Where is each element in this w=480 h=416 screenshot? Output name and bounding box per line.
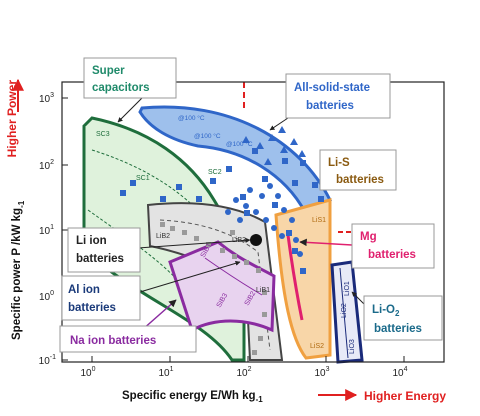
- tag-sc2: SC2: [208, 169, 222, 176]
- tag-sc1: SC1: [136, 175, 150, 182]
- y-tick-1: 102: [39, 159, 54, 172]
- al-ion-pointer: [139, 260, 241, 293]
- supercapacitor-sc3-line: [87, 209, 183, 286]
- x-tick-1: 101: [158, 366, 173, 379]
- svg-text:batteries: batteries: [306, 100, 354, 112]
- callout-li-s: Li-S batteries: [319, 149, 397, 191]
- tag-lis1: LiS1: [312, 217, 326, 224]
- na-ion-pointer: [141, 299, 177, 331]
- plot-frame: [61, 81, 445, 363]
- x-tick-marks: [91, 356, 405, 362]
- li-ion-inner-line: [159, 219, 271, 351]
- y-tick-marks: [62, 97, 68, 361]
- tag-lio3: LiO3: [349, 339, 356, 354]
- svg-text:batteries: batteries: [368, 249, 416, 261]
- tag-sc3: SC3: [96, 131, 110, 138]
- li-ion-pointer: [137, 237, 251, 249]
- y-axis-title: Specific power P /kW kg-1: [11, 200, 26, 340]
- y-tick-0: 103: [39, 92, 54, 105]
- li-o2-pointer: [351, 291, 365, 305]
- tag-temp-1: @100 °C: [178, 114, 205, 122]
- callout-mg: Mg batteries: [351, 223, 435, 269]
- higher-energy-label: Higher Energy: [364, 389, 446, 403]
- x-tick-0: 100: [80, 366, 95, 379]
- callout-al-ion: Al ion batteries: [61, 275, 141, 321]
- na-ion-inner-line: [204, 257, 263, 296]
- y-tick-4: 10-1: [39, 354, 56, 367]
- svg-text:Li-O2: Li-O2: [372, 304, 400, 318]
- svg-text:Na ion batteries: Na ion batteries: [70, 335, 156, 347]
- callout-na-ion: Na ion batteries: [59, 325, 197, 353]
- svg-text:batteries: batteries: [68, 302, 116, 314]
- svg-text:Al ion: Al ion: [68, 284, 100, 296]
- li-o2-inner-line: [339, 267, 349, 359]
- x-tick-4: 104: [392, 366, 407, 379]
- tag-lio2: LiO2: [341, 303, 348, 318]
- black-marker-dot: [250, 234, 262, 246]
- svg-text:Li-S: Li-S: [328, 157, 350, 169]
- tag-lib2: LiB2: [156, 233, 170, 240]
- x-tick-3: 103: [314, 366, 329, 379]
- y-tick-2: 101: [39, 224, 54, 237]
- tag-lib1: LiB1: [256, 287, 270, 294]
- svg-text:Li ion: Li ion: [76, 235, 107, 247]
- y-tick-3: 100: [39, 290, 54, 303]
- callout-li-ion: Li ion batteries: [67, 227, 141, 273]
- x-tick-labels: 100 101 102 103 104: [80, 366, 407, 379]
- tag-temp-2: @100 °C: [194, 132, 221, 140]
- svg-text:batteries: batteries: [374, 323, 422, 335]
- svg-text:capacitors: capacitors: [92, 82, 150, 94]
- tag-lis2: LiS2: [310, 343, 324, 350]
- mg-line: [286, 234, 304, 321]
- svg-text:Mg: Mg: [360, 231, 377, 243]
- svg-text:batteries: batteries: [76, 253, 124, 265]
- callout-li-o2: Li-O2 batteries: [363, 295, 443, 341]
- solid-state-pointer: [269, 117, 289, 131]
- svg-text:All-solid-state: All-solid-state: [294, 82, 370, 94]
- li-ion-data-points: [160, 222, 267, 355]
- li-o2-region: [330, 260, 364, 364]
- x-tick-2: 102: [236, 366, 251, 379]
- callout-all-solid-state: All-solid-state batteries: [285, 73, 391, 119]
- svg-text:Super: Super: [92, 65, 125, 77]
- y-tick-labels: 103 102 101 100 10-1: [39, 92, 56, 367]
- callout-supercapacitors: Super capacitors: [83, 57, 177, 99]
- svg-text:batteries: batteries: [336, 174, 384, 186]
- solid-state-region: [138, 105, 333, 214]
- higher-power-label: Higher Power: [5, 80, 19, 158]
- tag-temp-3: @100 °C: [226, 140, 253, 148]
- x-axis-title: Specific energy E/Wh kg-1: [122, 390, 263, 404]
- solid-state-data-points: [120, 126, 324, 274]
- mg-pointer: [299, 238, 353, 247]
- tag-lio1: LiO1: [344, 281, 351, 296]
